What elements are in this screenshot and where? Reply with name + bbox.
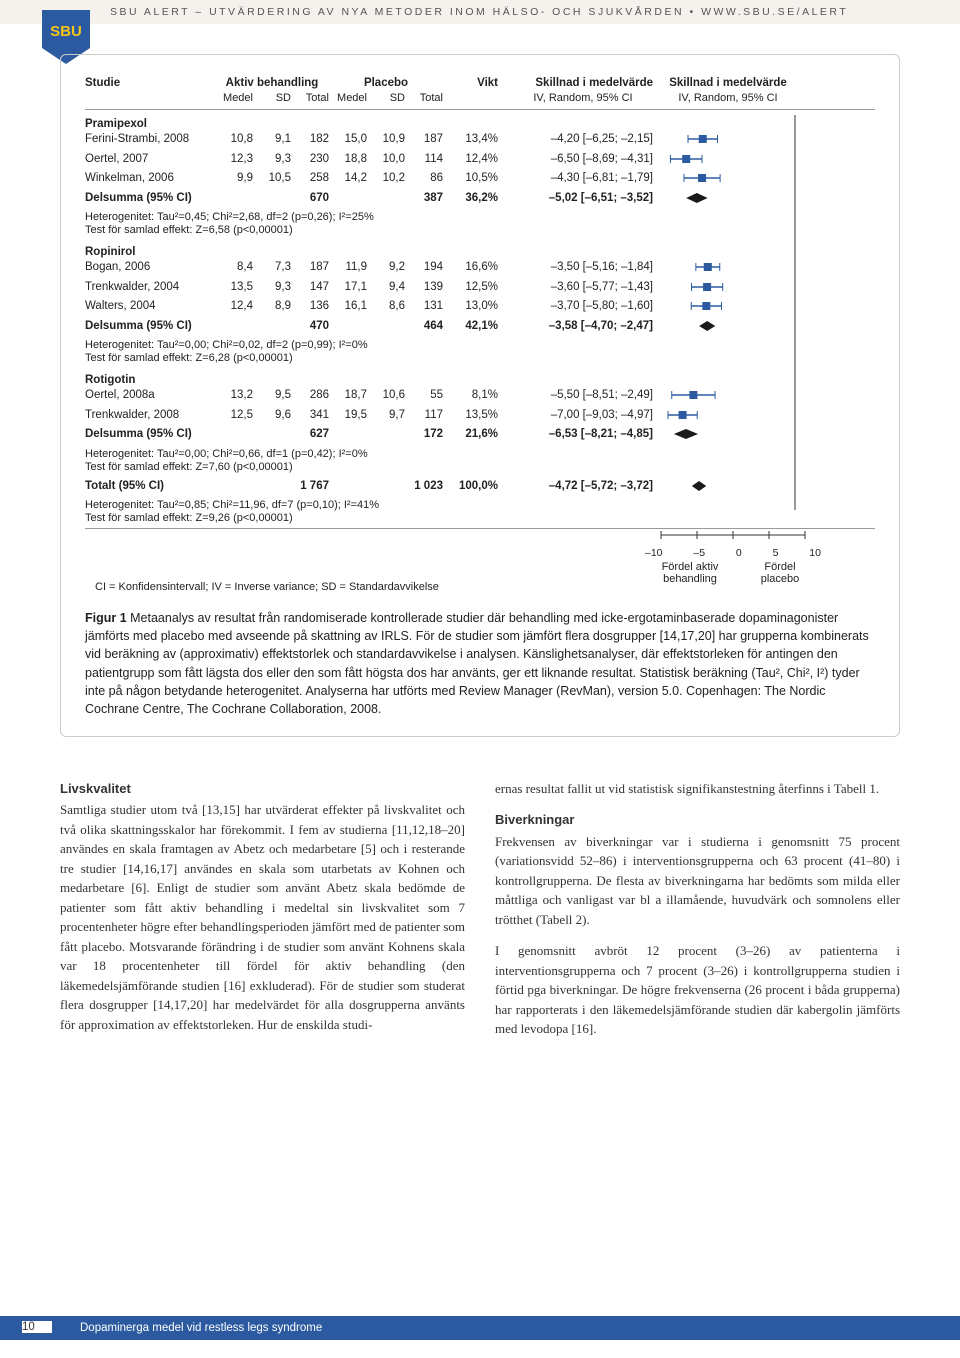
effect-test-line: Test för samlad effekt: Z=6,58 (p<0,0000…	[85, 224, 875, 236]
group-name: Pramipexol	[85, 118, 875, 130]
hdr-total2: Total	[405, 92, 443, 104]
header-text: SBU ALERT – UTVÄRDERING AV NYA METODER I…	[0, 6, 960, 18]
body-text-columns: Livskvalitet Samtliga studier utom två […	[60, 779, 900, 1051]
tick-1: –5	[693, 547, 705, 559]
svg-text:SBU: SBU	[50, 23, 82, 40]
tick-3: 5	[773, 547, 779, 559]
forest-axis	[653, 531, 813, 547]
heterogeneity-line: Heterogenitet: Tau²=0,45; Chi²=2,68, df=…	[85, 211, 875, 223]
ci-legend: CI = Konfidensintervall; IV = Inverse va…	[95, 581, 645, 593]
study-row: Oertel, 2007 12,3 9,3 230 18,8 10,0 114 …	[85, 152, 875, 172]
hdr-medel1: Medel	[215, 92, 253, 104]
forest-body: Pramipexol Ferini-Strambi, 2008 10,8 9,1…	[85, 118, 875, 529]
figure-caption: Figur 1 Metaanalys av resultat från rand…	[85, 609, 875, 718]
hdr-placebo: Placebo	[329, 77, 443, 89]
group-name: Rotigotin	[85, 374, 875, 386]
hdr-iv2: IV, Random, 95% CI	[653, 92, 803, 104]
page-header: SBU SBU ALERT – UTVÄRDERING AV NYA METOD…	[0, 0, 960, 24]
study-row: Winkelman, 2006 9,9 10,5 258 14,2 10,2 8…	[85, 171, 875, 191]
para-biverkningar-2: I genomsnitt avbröt 12 procent (3–26) av…	[495, 941, 900, 1039]
hdr-iv1: IV, Random, 95% CI	[498, 92, 653, 104]
page-footer: 10 Dopaminerga medel vid restless legs s…	[0, 1316, 960, 1340]
para-continuation: ernas resultat fallit ut vid statistisk …	[495, 779, 900, 799]
para-livskvalitet: Samtliga studier utom två [13,15] har ut…	[60, 800, 465, 1034]
axis-right-label-2: placebo	[735, 573, 825, 593]
header-url: WWW.SBU.SE/ALERT	[701, 6, 848, 18]
heterogeneity-line: Heterogenitet: Tau²=0,00; Chi²=0,66, df=…	[85, 448, 875, 460]
subtotal-row: Delsumma (95% CI) 627 172 21,6% –6,53 [–…	[85, 427, 875, 447]
hdr-sd1: SD	[253, 92, 291, 104]
forest-header-row1: Studie Aktiv behandling Placebo Vikt Ski…	[85, 77, 875, 89]
study-row: Bogan, 2006 8,4 7,3 187 11,9 9,2 194 16,…	[85, 260, 875, 280]
total-het-line: Heterogenitet: Tau²=0,85; Chi²=11,96, df…	[85, 499, 875, 511]
study-row: Oertel, 2008a 13,2 9,5 286 18,7 10,6 55 …	[85, 388, 875, 408]
axis-left-label-2: behandling	[645, 573, 735, 593]
forest-plot-figure: Studie Aktiv behandling Placebo Vikt Ski…	[60, 54, 900, 737]
axis-left-label-1: Fördel aktiv	[645, 561, 735, 573]
hdr-weight: Vikt	[443, 77, 498, 89]
heading-biverkningar: Biverkningar	[495, 810, 900, 830]
hdr-eff2: Skillnad i medelvärde	[653, 77, 803, 89]
hdr-active: Aktiv behandling	[215, 77, 329, 89]
left-column: Livskvalitet Samtliga studier utom två […	[60, 779, 465, 1051]
hdr-study: Studie	[85, 77, 215, 89]
group-name: Ropinirol	[85, 246, 875, 258]
header-title: SBU ALERT – UTVÄRDERING AV NYA METODER I…	[110, 6, 684, 18]
caption-text: Metaanalys av resultat från randomiserad…	[85, 611, 869, 716]
study-row: Walters, 2004 12,4 8,9 136 16,1 8,6 131 …	[85, 299, 875, 319]
header-dot: •	[689, 6, 695, 18]
subtotal-row: Delsumma (95% CI) 470 464 42,1% –3,58 [–…	[85, 319, 875, 339]
study-row: Ferini-Strambi, 2008 10,8 9,1 182 15,0 1…	[85, 132, 875, 152]
effect-test-line: Test för samlad effekt: Z=6,28 (p<0,0000…	[85, 352, 875, 364]
tick-2: 0	[736, 547, 742, 559]
heterogeneity-line: Heterogenitet: Tau²=0,00; Chi²=0,02, df=…	[85, 339, 875, 351]
caption-label: Figur 1	[85, 611, 127, 625]
tick-0: –10	[645, 547, 663, 559]
footer-title: Dopaminerga medel vid restless legs synd…	[0, 1322, 960, 1334]
hdr-eff1: Skillnad i medelvärde	[498, 77, 653, 89]
total-row: Totalt (95% CI) 1 767 1 023 100,0% –4,72…	[85, 479, 875, 499]
total-test-line: Test för samlad effekt: Z=9,26 (p<0,0000…	[85, 512, 875, 529]
study-row: Trenkwalder, 2008 12,5 9,6 341 19,5 9,7 …	[85, 408, 875, 428]
hdr-sd2: SD	[367, 92, 405, 104]
axis-tick-labels: –10 –5 0 5 10	[645, 547, 821, 559]
axis-right-label-1: Fördel	[735, 561, 825, 573]
page-number: 10	[22, 1321, 52, 1333]
right-column: ernas resultat fallit ut vid statistisk …	[495, 779, 900, 1051]
heading-livskvalitet: Livskvalitet	[60, 779, 465, 799]
forest-header-row2: Medel SD Total Medel SD Total IV, Random…	[85, 92, 875, 110]
subtotal-row: Delsumma (95% CI) 670 387 36,2% –5,02 [–…	[85, 191, 875, 211]
study-row: Trenkwalder, 2004 13,5 9,3 147 17,1 9,4 …	[85, 280, 875, 300]
hdr-medel2: Medel	[329, 92, 367, 104]
effect-test-line: Test för samlad effekt: Z=7,60 (p<0,0000…	[85, 461, 875, 473]
para-biverkningar-1: Frekvensen av biverkningar var i studier…	[495, 832, 900, 930]
tick-4: 10	[809, 547, 821, 559]
hdr-total1: Total	[291, 92, 329, 104]
